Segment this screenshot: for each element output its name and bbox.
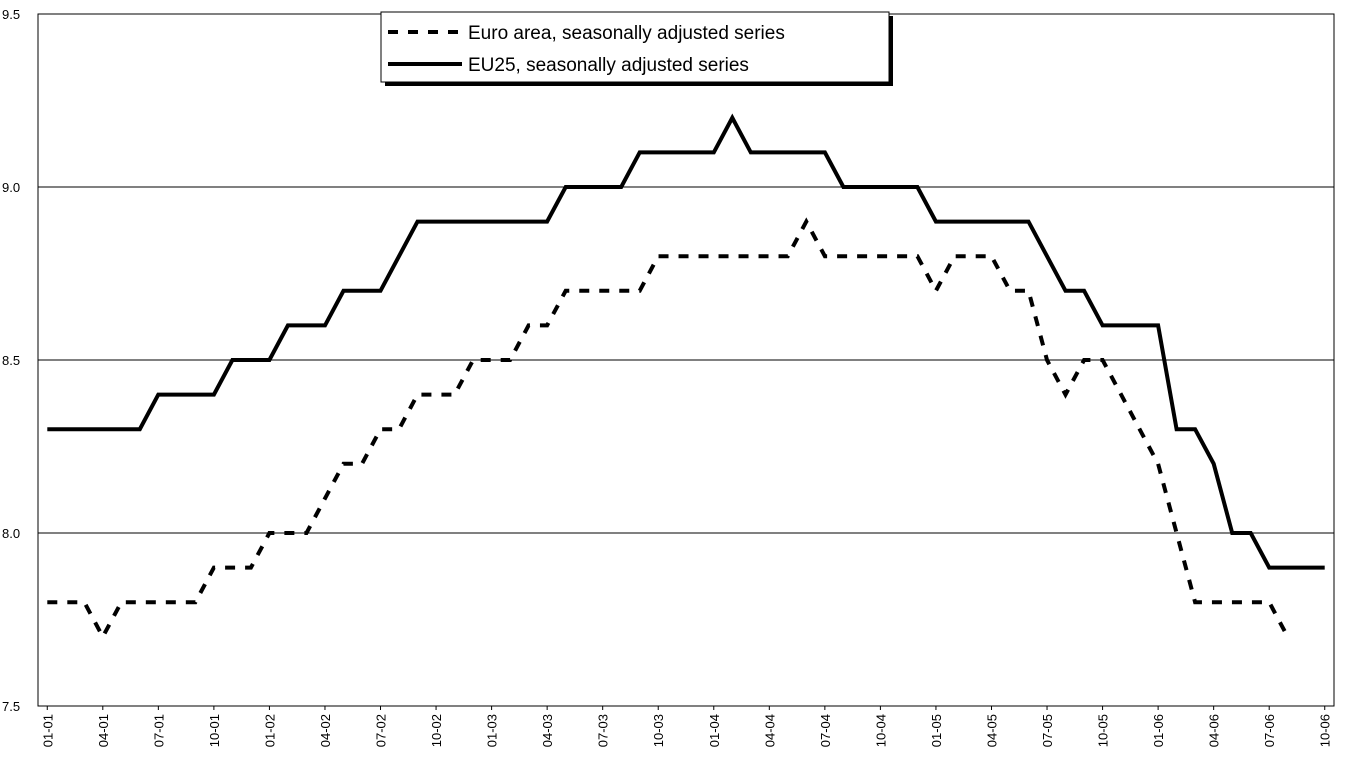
series-line-euro-area [47,217,1290,642]
x-tick-label: 10-06 [1318,714,1333,747]
y-tick-label: 9.5 [2,7,20,22]
x-tick-label: 01-06 [1151,714,1166,747]
x-tick-label: 04-02 [318,714,333,747]
legend: Euro area, seasonally adjusted series EU… [380,11,893,86]
x-tick-label: 07-03 [596,714,611,747]
x-tick-label: 01-01 [40,714,55,747]
legend-label-eu25: EU25, seasonally adjusted series [468,55,749,76]
x-tick-label: 04-04 [762,714,777,747]
legend-label-euro-area: Euro area, seasonally adjusted series [468,23,785,44]
x-tick-label: 01-05 [929,714,944,747]
x-tick-label: 07-01 [151,714,166,747]
x-tick-label: 07-05 [1040,714,1055,747]
series-line-eu25 [47,113,1325,570]
x-tick-label: 04-03 [540,714,555,747]
x-tick-label: 07-02 [374,714,389,747]
x-tick-label: 10-04 [873,714,888,747]
x-tick-label: 10-05 [1096,714,1111,747]
x-tick-label: 04-06 [1207,714,1222,747]
x-tick-label: 01-04 [707,714,722,747]
x-tick-label: 07-06 [1262,714,1277,747]
y-tick-label: 8.5 [2,353,20,368]
x-tick-label: 01-02 [262,714,277,747]
x-tick-label: 04-01 [96,714,111,747]
x-tick-label: 10-02 [429,714,444,747]
x-tick-label: 10-03 [651,714,666,747]
x-tick-label: 07-04 [818,714,833,747]
y-tick-label: 9.0 [2,180,20,195]
x-tick-label: 01-03 [485,714,500,747]
y-tick-label: 8.0 [2,526,20,541]
x-tick-label: 04-05 [984,714,999,747]
y-tick-label: 7.5 [2,699,20,714]
x-tick-label: 10-01 [207,714,222,747]
